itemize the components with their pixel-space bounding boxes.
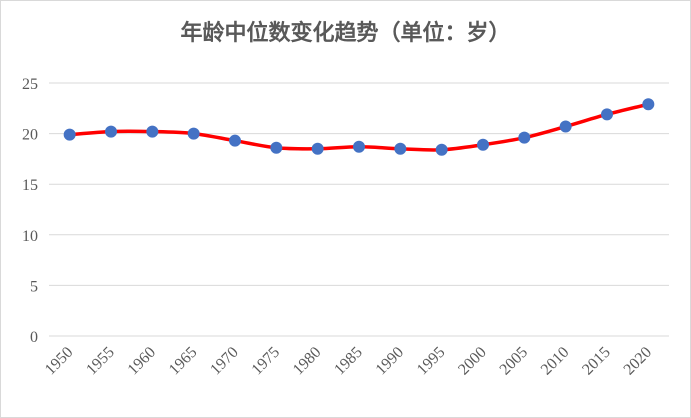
y-tick-label: 10	[22, 228, 38, 245]
x-tick-label: 1990	[373, 344, 408, 379]
x-tick-label: 1970	[207, 344, 242, 379]
data-point-1970	[229, 134, 241, 147]
x-axis-ticks: 1950 1955 1960 1965 1970 1975 1980 1985 1990 1995…	[42, 344, 655, 379]
x-tick-label: 1985	[331, 344, 366, 379]
y-tick-label: 25	[22, 76, 38, 93]
data-point-2010	[559, 120, 572, 133]
data-point-2005	[518, 131, 531, 144]
x-tick-label: 1965	[166, 344, 201, 379]
x-tick-label: 1995	[414, 344, 449, 379]
x-tick-label: 2020	[621, 344, 656, 379]
data-point-1965	[187, 127, 200, 140]
x-tick-label: 2000	[455, 344, 490, 379]
data-point-1960	[146, 125, 159, 138]
x-tick-label: 1960	[125, 344, 160, 379]
data-point-2000	[477, 138, 489, 151]
x-tick-label: 1975	[249, 344, 284, 379]
gridlines	[49, 82, 669, 337]
data-point-2015	[601, 108, 613, 121]
y-axis-ticks: 0 5 10 15 20 25	[22, 76, 38, 346]
x-tick-label: 2010	[538, 344, 573, 379]
data-point-1955	[105, 125, 117, 138]
data-point-1975	[270, 141, 283, 154]
y-tick-label: 15	[22, 177, 38, 194]
data-point-2020	[642, 98, 655, 111]
y-tick-label: 0	[30, 329, 38, 346]
data-point-1950	[63, 128, 76, 141]
chart-title: 年龄中位数变化趋势（单位：岁）	[180, 20, 511, 46]
data-point-1980	[311, 142, 324, 155]
x-tick-label: 1950	[42, 344, 77, 379]
data-point-1985	[353, 140, 365, 153]
data-point-1995	[435, 143, 448, 156]
y-tick-label: 20	[22, 127, 38, 144]
x-tick-label: 2005	[497, 344, 532, 379]
data-point-1990	[394, 142, 407, 155]
x-tick-label: 1955	[83, 344, 118, 379]
y-tick-label: 5	[30, 278, 38, 295]
data-points	[63, 98, 655, 156]
x-tick-label: 1980	[290, 344, 325, 379]
x-tick-label: 2015	[579, 344, 614, 379]
